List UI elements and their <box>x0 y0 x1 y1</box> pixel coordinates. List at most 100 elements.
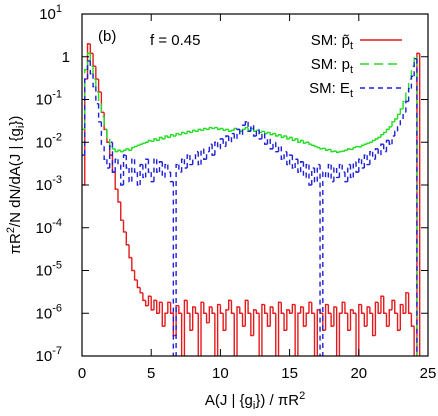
series-2-bin <box>167 136 171 139</box>
series-2-bin <box>180 131 185 135</box>
series-3-bin <box>405 100 409 113</box>
series-1-bin <box>330 313 334 327</box>
series-1-bin <box>153 299 157 310</box>
series-3-bin <box>308 164 312 186</box>
series-2-bin <box>294 138 298 141</box>
legend-label-sub: t <box>350 88 353 100</box>
series-2-bin <box>402 100 406 109</box>
series-2-bin <box>371 139 376 143</box>
series-1-bin <box>383 296 387 314</box>
y-tick-base: 10 <box>36 305 53 322</box>
series-3-bin <box>388 140 393 145</box>
series-1-bin <box>144 300 149 307</box>
series-2-bin <box>383 131 387 135</box>
series-2-bin <box>92 66 96 80</box>
series-3-bin <box>327 163 332 178</box>
y-tick-base: 10 <box>36 177 53 194</box>
series-3-bin <box>192 158 196 165</box>
x-tick-label: 25 <box>420 365 437 382</box>
series-3-bin <box>230 132 235 143</box>
x-tick-label: 20 <box>350 365 367 382</box>
x-tick-label: 10 <box>212 365 229 382</box>
series-2-bin <box>391 121 395 127</box>
series-3-bin <box>95 86 99 105</box>
series-3-bin <box>211 144 215 156</box>
series-3-bin <box>266 138 271 145</box>
series-1-bin <box>228 299 232 310</box>
series-2-bin <box>197 128 202 132</box>
series-1-bin <box>311 302 315 314</box>
x-axis-title-sub: i <box>253 400 255 412</box>
y-tick-exp: -2 <box>52 131 62 143</box>
series-3-bin <box>236 128 240 139</box>
series-layer <box>82 43 421 356</box>
series-1-bin <box>239 307 243 314</box>
series-3-bin <box>371 151 376 160</box>
series-1-bin <box>391 299 395 310</box>
series-3-bin <box>122 154 127 185</box>
series-3-bin <box>333 167 337 182</box>
series-3-bin <box>305 163 309 178</box>
series-3-bin <box>291 155 296 169</box>
series-1-bin <box>283 313 287 331</box>
series-1-bin <box>302 307 307 327</box>
series-2-bin <box>311 144 315 146</box>
series-1-bin <box>125 231 130 246</box>
series-1-bin <box>399 303 404 331</box>
series-1-bin <box>136 279 141 289</box>
series-3 <box>82 58 418 356</box>
series-2-bin <box>313 145 318 148</box>
series-1-bin <box>335 307 338 356</box>
y-axis-title-main: πR <box>7 233 24 254</box>
series-3-bin <box>294 158 298 168</box>
series-1-bin <box>89 43 94 55</box>
series-3-bin <box>288 154 293 165</box>
series-1-bin <box>275 313 277 356</box>
series-2-bin <box>369 141 373 144</box>
series-1-bin <box>266 313 271 327</box>
series-2-bin <box>214 126 218 129</box>
series-3-bin <box>222 138 226 148</box>
series-1-bin <box>161 302 166 327</box>
x-tick-label: 5 <box>147 365 155 382</box>
x-axis-title-main: A(J | {g <box>205 392 253 409</box>
series-2-bin <box>410 65 415 80</box>
series-3-bin <box>374 148 379 160</box>
series-2-bin <box>156 138 160 142</box>
series-3-bin <box>369 151 373 165</box>
series-1-bin <box>189 313 193 331</box>
series-3-bin <box>239 129 243 136</box>
series-3-bin <box>120 164 124 186</box>
series-2-bin <box>288 136 293 139</box>
series-1-bin <box>167 301 171 314</box>
series-1-bin <box>197 313 199 356</box>
series-2-bin <box>233 127 238 131</box>
series-1-bin <box>194 307 199 314</box>
series-3-bin <box>286 151 290 166</box>
series-2-bin <box>363 143 368 146</box>
series-1-bin <box>291 303 296 314</box>
legend-label: SM: p̃t <box>311 32 353 52</box>
series-3-bin <box>183 159 188 169</box>
series-2-bin <box>324 148 329 151</box>
series-2-bin <box>297 138 301 143</box>
series-3-bin <box>225 135 229 147</box>
series-2-bin <box>133 145 138 148</box>
series-2-bin <box>299 139 304 143</box>
series-3-bin <box>86 60 91 80</box>
series-3-bin <box>316 163 321 182</box>
series-3-bin <box>313 167 318 183</box>
y-tick-label: 10-4 <box>36 217 62 237</box>
series-3-bin <box>407 87 412 102</box>
y-tick-exp: -1 <box>52 89 62 101</box>
series-1-bin <box>114 172 118 190</box>
x-axis-title-end: }) / πR <box>255 392 299 409</box>
series-1-bin <box>219 304 224 314</box>
series-2-bin <box>244 126 249 130</box>
series-3-bin <box>261 132 265 139</box>
series-1-bin <box>288 309 293 314</box>
series-2-bin <box>131 146 135 151</box>
series-1-bin <box>258 313 260 356</box>
series-1-bin <box>164 312 168 327</box>
